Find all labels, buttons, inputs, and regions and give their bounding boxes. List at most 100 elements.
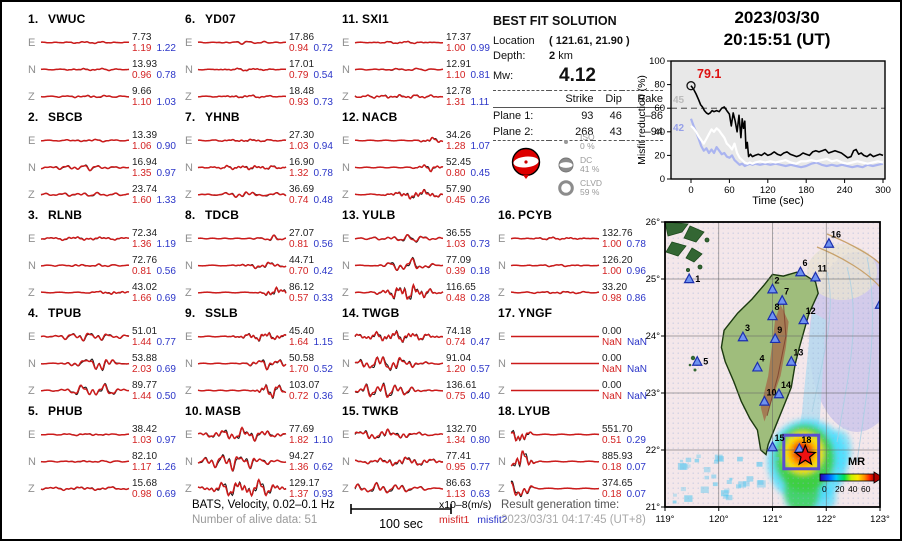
component-row: N 885.93 0.18 0.07 xyxy=(498,448,650,475)
svg-text:24°: 24° xyxy=(646,331,661,342)
amplitude-value: 885.93 xyxy=(602,450,633,462)
component-row: E 0.00 NaN NaN xyxy=(498,323,650,350)
station-block: 2. SBCB E 13.39 1.06 0.90 N 16.94 1.35 0.97 Z 23.74… xyxy=(28,110,180,208)
waveform-plot xyxy=(354,136,444,143)
station-block: 1. VWUC E 7.73 1.19 1.22 N 13.93 0.96 0.78 Z 9.66 1.… xyxy=(28,12,180,110)
waveform-plot xyxy=(40,332,130,342)
misfit1-value: 1.10 xyxy=(446,69,466,81)
nodal-plane-table: Strike Dip Rake Plane 1: 93 46 –86 Plane… xyxy=(493,90,663,141)
component-label: E xyxy=(28,428,36,441)
station-marker xyxy=(766,309,779,321)
amplitude-value: 16.94 xyxy=(132,156,158,168)
misfit2-value: 0.26 xyxy=(470,194,490,206)
col-dip: Dip xyxy=(593,90,622,108)
component-label: Z xyxy=(342,90,349,103)
amplitude-value: 89.77 xyxy=(132,379,158,391)
component-row: Z 36.69 0.74 0.48 xyxy=(185,181,337,208)
misfit1-value: 1.64 xyxy=(289,336,309,348)
misfit1-value: 1.17 xyxy=(132,461,152,473)
station-number-label: 10 xyxy=(766,388,776,398)
misfit1-value: 0.48 xyxy=(446,292,466,304)
time-scale-bar: 100 sec xyxy=(350,504,452,531)
station-block: 11. SXI1 E 17.37 1.00 0.99 N 12.91 1.10 0.81 Z 12.7… xyxy=(342,12,494,110)
waveform-plot xyxy=(510,480,600,498)
component-label: E xyxy=(185,232,193,245)
misfit2-value: 0.97 xyxy=(156,434,176,446)
station-marker xyxy=(683,272,695,284)
amplitude-value: 72.76 xyxy=(132,254,158,266)
misfit1-value: 1.66 xyxy=(132,292,152,304)
result-generation-time: 2023/03/31 04:17:45 (UT+8) xyxy=(501,514,646,526)
component-row: Z 86.12 0.57 0.33 xyxy=(185,279,337,306)
misfit2-value: 0.45 xyxy=(470,167,490,179)
component-row: N 13.93 0.96 0.78 xyxy=(28,56,180,83)
waveform-plot xyxy=(40,433,130,437)
amplitude-value: 77.69 xyxy=(289,423,315,435)
amplitude-value: 0.00 xyxy=(602,352,622,364)
svg-text:Time (sec): Time (sec) xyxy=(752,195,804,207)
component-row: E 17.37 1.00 0.99 xyxy=(342,29,494,56)
component-label: N xyxy=(185,259,193,272)
station-number-label: 4 xyxy=(759,353,764,363)
waveform-plot xyxy=(40,67,130,72)
amplitude-value: 74.18 xyxy=(446,325,472,337)
amplitude-value: 9.66 xyxy=(132,85,152,97)
waveform-plot xyxy=(197,164,287,171)
component-label: Z xyxy=(28,482,35,495)
misfit2-value: 0.69 xyxy=(156,292,176,304)
component-values: 13.93 0.96 0.78 xyxy=(129,59,180,81)
station-block: 12. NACB E 34.26 1.28 1.07 N 52.45 0.80 0.45 Z 57.9… xyxy=(342,110,494,208)
component-label: Z xyxy=(185,482,192,495)
station-header: 13. YULB xyxy=(342,208,396,222)
station-block: 10. MASB E 77.69 1.82 1.10 N 94.27 1.36 0.62 Z 129.… xyxy=(185,404,337,502)
station-number-label: 1 xyxy=(695,274,700,284)
svg-text:42: 42 xyxy=(673,123,685,134)
misfit2-value: 0.48 xyxy=(313,194,333,206)
misfit2-value: 1.03 xyxy=(156,96,176,108)
component-values: 43.02 1.66 0.69 xyxy=(129,282,180,304)
component-label: N xyxy=(185,357,193,370)
component-values: 86.63 1.13 0.63 xyxy=(443,478,494,500)
misfit1-value: 1.36 xyxy=(289,461,309,473)
misfit2-value: 0.93 xyxy=(313,488,333,500)
waveform-plot xyxy=(510,429,600,442)
component-label: E xyxy=(185,134,193,147)
misfit1-value: 1.00 xyxy=(446,42,466,54)
misfit2-value: 0.96 xyxy=(626,265,646,277)
misfit2-value: 0.29 xyxy=(626,434,646,446)
component-label: Z xyxy=(342,286,349,299)
misfit2-legend: misfit2 xyxy=(477,514,508,526)
component-values: 52.45 0.80 0.45 xyxy=(443,157,494,179)
svg-text:21°: 21° xyxy=(646,502,661,513)
misfit2-value: 1.26 xyxy=(156,461,176,473)
component-row: E 45.40 1.64 1.15 xyxy=(185,323,337,350)
svg-text:100 sec: 100 sec xyxy=(379,517,423,531)
component-label: E xyxy=(498,428,506,441)
station-block: 18. LYUB E 551.70 0.51 0.29 N 885.93 0.18 0.07 Z 37… xyxy=(498,404,650,502)
station-header: 12. NACB xyxy=(342,110,398,124)
svg-text:0: 0 xyxy=(688,185,693,196)
amplitude-value: 132.76 xyxy=(602,227,633,239)
waveform-plot xyxy=(354,67,444,72)
station-marker xyxy=(758,395,771,406)
col-strike: Strike xyxy=(548,90,594,108)
misfit1-value: 1.03 xyxy=(132,434,152,446)
waveform-plot xyxy=(40,486,130,492)
misfit2-value: 0.99 xyxy=(470,42,490,54)
component-label: N xyxy=(342,357,350,370)
component-label: Z xyxy=(342,384,349,397)
component-values: 136.61 0.75 0.40 xyxy=(443,380,494,402)
misfit1-value: 1.34 xyxy=(446,434,466,446)
misfit1-value: 0.94 xyxy=(289,42,309,54)
component-row: E 17.86 0.94 0.72 xyxy=(185,29,337,56)
waveform-plot xyxy=(40,164,130,172)
amplitude-value: 136.61 xyxy=(446,379,477,391)
focal-mechanism-beachball xyxy=(511,147,541,179)
misfit2-value: 0.56 xyxy=(313,238,333,250)
svg-text:20: 20 xyxy=(654,150,665,161)
station-block: 8. TDCB E 27.07 0.81 0.56 N 44.71 0.70 0.42 Z 86.12… xyxy=(185,208,337,306)
component-row: N 16.94 1.35 0.97 xyxy=(28,154,180,181)
iso-icon xyxy=(564,139,568,144)
amplitude-value: 82.10 xyxy=(132,450,158,462)
amplitude-value: 23.74 xyxy=(132,183,158,195)
